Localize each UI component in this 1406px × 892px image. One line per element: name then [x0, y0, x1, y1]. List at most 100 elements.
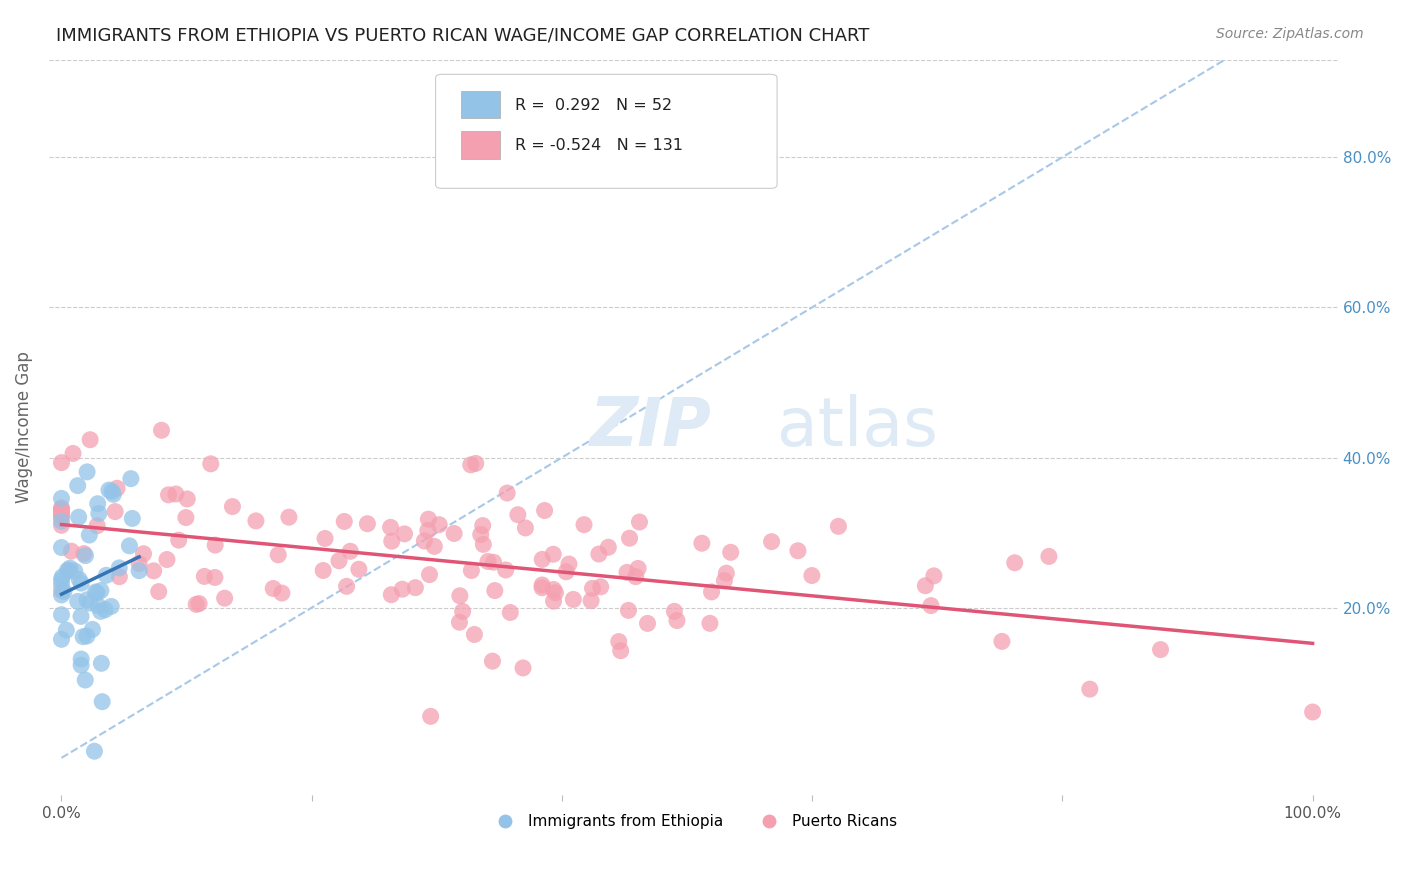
Puerto Ricans — [471, 518, 494, 533]
Puerto Ricans — [544, 586, 567, 600]
Puerto Ricans — [543, 594, 565, 608]
Puerto Ricans — [381, 534, 404, 549]
Immigrants from Ethiopia — [101, 484, 124, 499]
Puerto Ricans — [470, 527, 492, 541]
Puerto Ricans — [506, 508, 529, 522]
Puerto Ricans — [499, 606, 522, 620]
Puerto Ricans — [391, 582, 413, 597]
Puerto Ricans — [472, 537, 495, 551]
Puerto Ricans — [142, 564, 165, 578]
Puerto Ricans — [60, 544, 83, 558]
Puerto Ricans — [51, 502, 73, 516]
Immigrants from Ethiopia — [51, 514, 73, 528]
Puerto Ricans — [51, 456, 73, 470]
Puerto Ricans — [562, 592, 585, 607]
Puerto Ricans — [609, 644, 631, 658]
Immigrants from Ethiopia — [52, 584, 75, 599]
Puerto Ricans — [380, 588, 402, 602]
Immigrants from Ethiopia — [128, 564, 150, 578]
Immigrants from Ethiopia — [67, 510, 90, 524]
Puerto Ricans — [328, 554, 350, 568]
Immigrants from Ethiopia — [75, 673, 97, 687]
Puerto Ricans — [482, 555, 505, 569]
Puerto Ricans — [664, 604, 686, 618]
Puerto Ricans — [531, 552, 554, 566]
Puerto Ricans — [713, 574, 735, 588]
Bar — [461, 131, 501, 159]
Puerto Ricans — [761, 534, 783, 549]
Immigrants from Ethiopia — [55, 623, 77, 637]
Puerto Ricans — [449, 589, 471, 603]
Immigrants from Ethiopia — [100, 599, 122, 614]
Immigrants from Ethiopia — [94, 603, 117, 617]
Immigrants from Ethiopia — [51, 607, 73, 622]
Puerto Ricans — [333, 515, 356, 529]
Puerto Ricans — [193, 569, 215, 583]
Immigrants from Ethiopia — [98, 483, 121, 497]
Immigrants from Ethiopia — [120, 472, 142, 486]
Puerto Ricans — [423, 540, 446, 554]
Puerto Ricans — [531, 578, 554, 592]
Immigrants from Ethiopia — [82, 623, 104, 637]
Immigrants from Ethiopia — [87, 599, 110, 613]
Puerto Ricans — [79, 433, 101, 447]
Puerto Ricans — [477, 554, 499, 568]
Puerto Ricans — [150, 423, 173, 437]
Puerto Ricans — [51, 505, 73, 519]
Text: IMMIGRANTS FROM ETHIOPIA VS PUERTO RICAN WAGE/INCOME GAP CORRELATION CHART: IMMIGRANTS FROM ETHIOPIA VS PUERTO RICAN… — [56, 27, 870, 45]
Puerto Ricans — [416, 524, 439, 538]
Puerto Ricans — [922, 569, 945, 583]
Puerto Ricans — [627, 561, 650, 575]
Immigrants from Ethiopia — [86, 585, 108, 599]
Puerto Ricans — [787, 543, 810, 558]
Puerto Ricans — [512, 661, 534, 675]
Puerto Ricans — [270, 586, 292, 600]
Puerto Ricans — [312, 564, 335, 578]
Puerto Ricans — [314, 532, 336, 546]
Puerto Ricans — [443, 526, 465, 541]
Puerto Ricans — [991, 634, 1014, 648]
Puerto Ricans — [449, 615, 471, 630]
Puerto Ricans — [165, 487, 187, 501]
Puerto Ricans — [86, 518, 108, 533]
Puerto Ricans — [105, 481, 128, 495]
Puerto Ricans — [73, 547, 96, 561]
Immigrants from Ethiopia — [87, 507, 110, 521]
Puerto Ricans — [464, 457, 486, 471]
Immigrants from Ethiopia — [59, 561, 82, 575]
Immigrants from Ethiopia — [51, 491, 73, 506]
Puerto Ricans — [221, 500, 243, 514]
Puerto Ricans — [637, 616, 659, 631]
Immigrants from Ethiopia — [84, 585, 107, 599]
Puerto Ricans — [339, 544, 361, 558]
Puerto Ricans — [148, 584, 170, 599]
Puerto Ricans — [156, 552, 179, 566]
Immigrants from Ethiopia — [90, 604, 112, 618]
Puerto Ricans — [176, 491, 198, 506]
Immigrants from Ethiopia — [90, 657, 112, 671]
Puerto Ricans — [484, 583, 506, 598]
FancyBboxPatch shape — [436, 74, 778, 188]
Immigrants from Ethiopia — [51, 570, 73, 584]
Puerto Ricans — [174, 510, 197, 524]
Puerto Ricans — [1004, 556, 1026, 570]
Puerto Ricans — [186, 598, 208, 612]
Puerto Ricans — [531, 581, 554, 595]
Puerto Ricans — [555, 565, 578, 579]
Puerto Ricans — [598, 541, 620, 555]
Immigrants from Ethiopia — [70, 609, 93, 624]
Immigrants from Ethiopia — [96, 568, 118, 582]
Puerto Ricans — [157, 488, 180, 502]
Puerto Ricans — [51, 508, 73, 523]
Puerto Ricans — [104, 505, 127, 519]
Puerto Ricans — [404, 581, 426, 595]
Puerto Ricans — [716, 566, 738, 581]
Puerto Ricans — [460, 458, 482, 472]
Puerto Ricans — [380, 520, 402, 534]
Puerto Ricans — [617, 603, 640, 617]
Puerto Ricans — [204, 538, 226, 552]
Text: ZIP: ZIP — [591, 394, 711, 460]
Immigrants from Ethiopia — [67, 572, 90, 586]
Puerto Ricans — [132, 547, 155, 561]
Puerto Ricans — [800, 568, 823, 582]
